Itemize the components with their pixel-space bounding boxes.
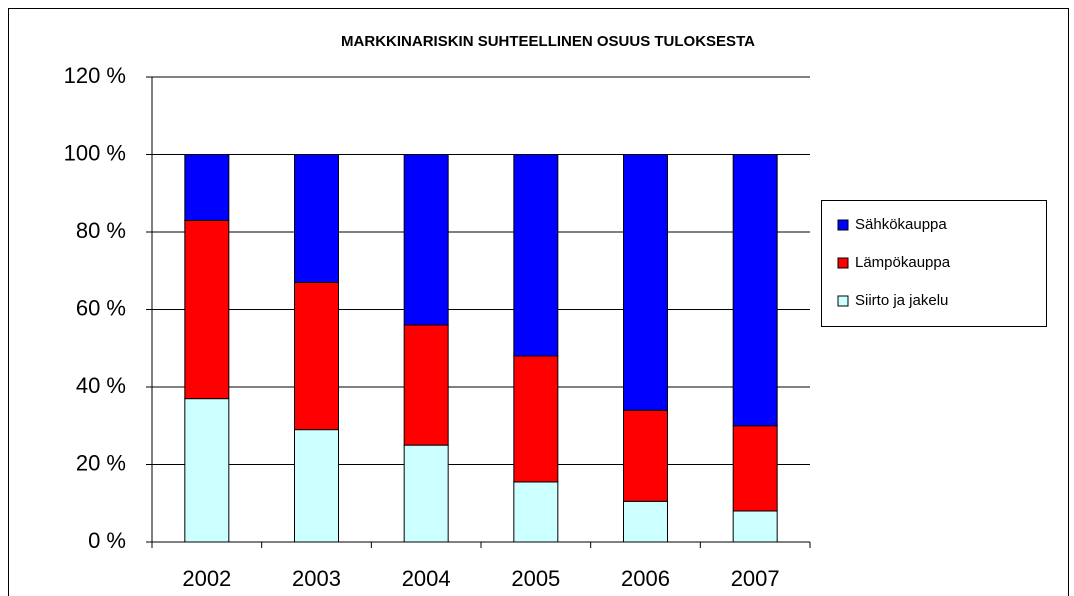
x-tick-label: 2005 [511, 566, 560, 591]
bar-segment [513, 355, 559, 483]
bar-segment [294, 429, 339, 543]
x-tick-label: 2007 [731, 566, 780, 591]
bar-segment [294, 281, 339, 431]
legend-label: Sähkökauppa [855, 216, 947, 233]
bar-segment [623, 154, 668, 411]
bar-segment [294, 154, 339, 283]
legend-swatch [837, 295, 849, 307]
bar-segment [184, 219, 230, 400]
bar-segment [623, 500, 668, 543]
bar-segment [184, 154, 230, 221]
bar-segment [732, 510, 778, 543]
bar-segment [403, 444, 449, 543]
bar-segment [403, 324, 449, 446]
y-tick-label: 120 % [64, 63, 126, 88]
y-tick-label: 100 % [64, 140, 126, 165]
y-tick-label: 80 % [76, 218, 126, 243]
y-tick-label: 40 % [76, 373, 126, 398]
bar-segment [732, 154, 778, 427]
bar-segment [184, 398, 230, 543]
bar-segment [403, 154, 449, 326]
legend-box [821, 200, 1047, 327]
chart-title: MARKKINARISKIN SUHTEELLINEN OSUUS TULOKS… [341, 33, 755, 50]
bar-segment [513, 481, 559, 543]
bar-segment [623, 409, 668, 502]
y-tick-label: 0 % [88, 528, 126, 553]
legend-swatch [837, 219, 849, 231]
x-tick-label: 2004 [402, 566, 451, 591]
x-tick-label: 2002 [182, 566, 231, 591]
y-tick-label: 20 % [76, 450, 126, 475]
bar-segment [732, 425, 778, 512]
legend-label: Lämpökauppa [855, 254, 951, 271]
y-tick-label: 60 % [76, 295, 126, 320]
legend-label: Siirto ja jakelu [855, 292, 948, 309]
legend-swatch [837, 257, 849, 269]
x-tick-label: 2006 [621, 566, 670, 591]
x-tick-label: 2003 [292, 566, 341, 591]
bar-segment [513, 154, 559, 357]
